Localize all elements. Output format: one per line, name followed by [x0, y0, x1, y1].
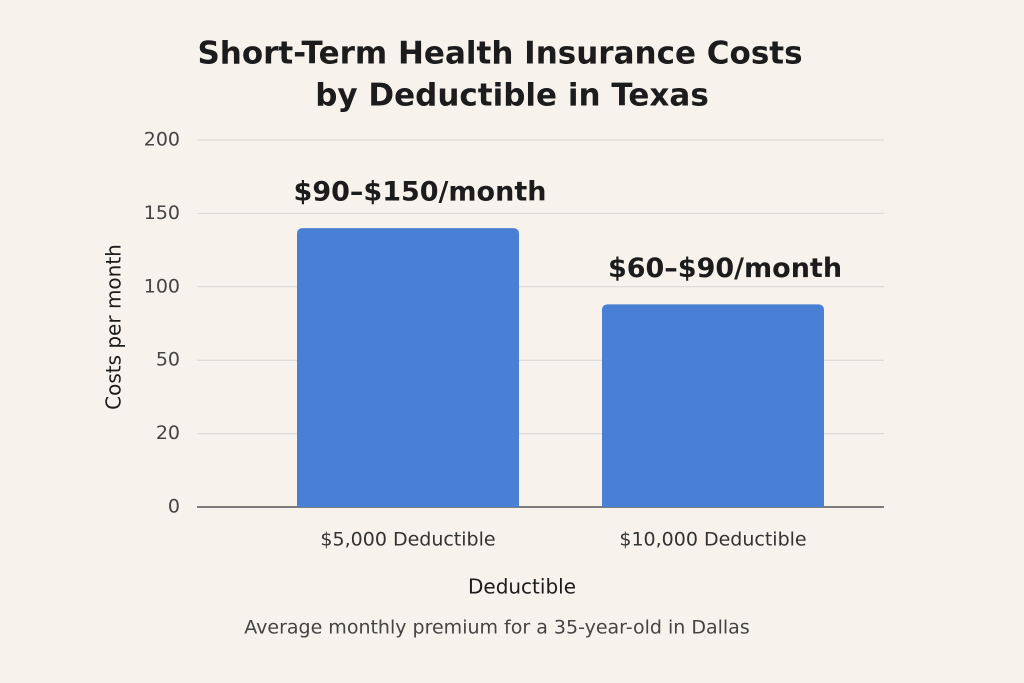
bar	[297, 228, 519, 507]
bar-annotation: $60–$90/month	[608, 253, 842, 284]
y-axis-title: Costs per month	[102, 244, 126, 410]
bar	[602, 304, 824, 507]
chart-title: Short-Term Health Insurance Costs	[197, 36, 802, 72]
y-tick-label: 150	[144, 202, 180, 224]
x-tick-label: $10,000 Deductible	[619, 529, 806, 551]
bar-annotation: $90–$150/month	[294, 177, 547, 208]
x-axis-title: Deductible	[468, 575, 576, 599]
chart-title: by Deductible in Texas	[315, 78, 709, 114]
y-tick-label: 20	[156, 422, 180, 444]
y-tick-label: 50	[156, 349, 180, 371]
caption: Average monthly premium for a 35-year-ol…	[244, 617, 749, 639]
y-tick-label: 0	[168, 496, 180, 518]
y-tick-label: 100	[144, 275, 180, 297]
x-tick-label: $5,000 Deductible	[320, 529, 495, 551]
y-tick-label: 200	[144, 129, 180, 151]
